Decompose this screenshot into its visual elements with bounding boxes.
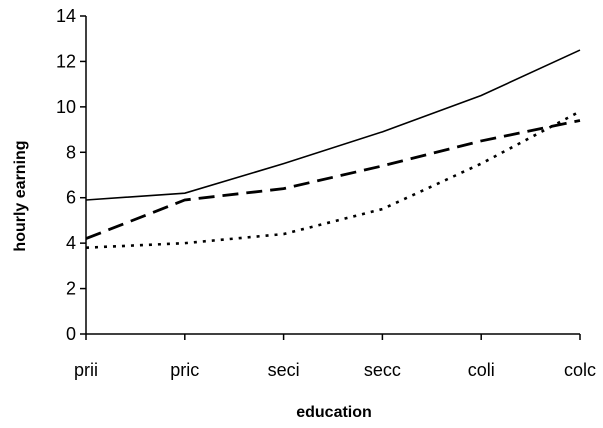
series-lines: [85, 49, 581, 249]
y-tick-label: 6: [66, 188, 76, 208]
x-tick-label: colc: [564, 360, 596, 380]
y-tick-label: 0: [66, 324, 76, 344]
series-line-dashed: [85, 119, 581, 240]
y-tick-label: 4: [66, 233, 76, 253]
x-axis-ticks: prii pric seci secc coli colc: [74, 334, 596, 380]
x-tick-label: secc: [364, 360, 401, 380]
plot-area: 0 2 4 6 8 10 12 14 prii pric seci secc coli colc: [56, 6, 596, 380]
y-tick-label: 14: [56, 6, 76, 26]
x-tick-label: coli: [468, 360, 495, 380]
y-axis-title: hourly earning: [12, 140, 29, 251]
x-tick-label: prii: [74, 360, 98, 380]
x-tick-label: seci: [268, 360, 300, 380]
y-tick-label: 8: [66, 142, 76, 162]
series-line-solid: [85, 49, 581, 201]
y-tick-label: 12: [56, 51, 76, 71]
y-axis-ticks: 0 2 4 6 8 10 12 14: [56, 6, 86, 344]
x-tick-label: pric: [170, 360, 199, 380]
y-tick-label: 2: [66, 279, 76, 299]
series-line-dotted: [85, 110, 581, 249]
x-axis-title: education: [296, 404, 372, 421]
y-tick-label: 10: [56, 97, 76, 117]
